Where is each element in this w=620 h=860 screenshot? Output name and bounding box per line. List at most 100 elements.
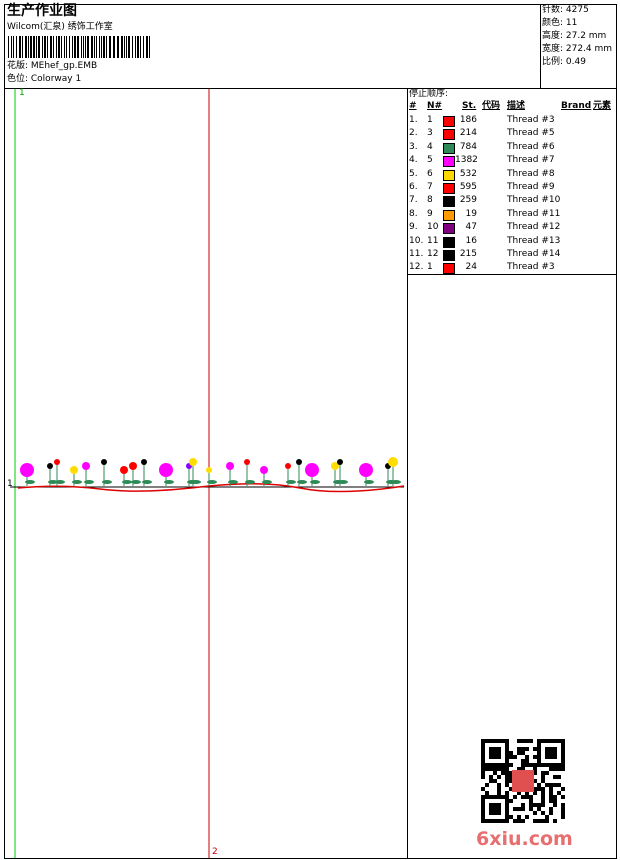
needle: 6 — [427, 168, 433, 179]
description: Thread #12 — [507, 222, 561, 233]
qr-module — [505, 767, 509, 771]
flower — [337, 459, 343, 465]
column-header: 元素 — [593, 101, 612, 111]
color-swatch — [443, 142, 455, 154]
color-swatch — [443, 129, 455, 141]
bar-stripe — [149, 36, 150, 58]
qr-module — [505, 743, 509, 747]
qr-module — [545, 819, 549, 823]
marker: 1 — [7, 479, 13, 489]
qr-module — [489, 811, 493, 815]
qr-module — [497, 811, 501, 815]
qr-module — [513, 795, 517, 799]
order: 8. — [409, 208, 418, 219]
barcode — [8, 36, 150, 58]
colorway: 色位: Colorway 1 — [7, 74, 82, 84]
qr-module — [509, 787, 513, 791]
qr-module — [549, 795, 553, 799]
qr-module — [561, 763, 565, 767]
qr-module — [521, 747, 525, 751]
info-line: 宽度: 272.4 mm — [542, 44, 613, 54]
stitches: 532 — [459, 168, 477, 179]
qr-module — [549, 755, 553, 759]
qr-module — [497, 763, 501, 767]
qr-module — [509, 755, 513, 759]
qr-module — [493, 739, 497, 743]
bar-stripe — [33, 36, 35, 58]
flower — [305, 463, 319, 477]
qr-module — [481, 819, 485, 823]
qr-module — [497, 755, 501, 759]
marker: 2 — [212, 847, 218, 857]
qr-module — [489, 739, 493, 743]
qr-module — [521, 807, 525, 811]
qr-module — [485, 795, 489, 799]
qr-module — [553, 775, 557, 779]
stitches: 19 — [465, 208, 477, 219]
bar-stripe — [87, 36, 89, 58]
qr-module — [557, 767, 561, 771]
qr-module — [513, 819, 517, 823]
order: 11. — [409, 249, 424, 259]
qr-module — [517, 747, 521, 751]
flower — [129, 462, 137, 470]
qr-module — [541, 811, 545, 815]
qr-module — [541, 791, 545, 795]
qr-module — [549, 763, 553, 767]
qr-module — [545, 763, 549, 767]
divider — [4, 88, 617, 89]
qr-module — [481, 787, 485, 791]
qr-module — [505, 783, 509, 787]
qr-module — [521, 803, 525, 807]
qr-module — [541, 787, 545, 791]
qr-module — [481, 763, 485, 767]
color-swatch — [443, 209, 455, 221]
column-header: 代码 — [482, 101, 501, 111]
bar-stripe — [99, 36, 100, 58]
qr-module — [493, 755, 497, 759]
qr-module — [537, 747, 541, 751]
leaf — [72, 480, 82, 484]
qr-module — [537, 743, 541, 747]
qr-module — [561, 807, 565, 811]
bar-stripe — [19, 36, 21, 58]
needle: 10 — [427, 222, 439, 233]
qr-module — [489, 767, 493, 771]
leaf — [364, 480, 374, 484]
qr-module — [497, 739, 501, 743]
order: 4. — [409, 155, 418, 166]
order: 9. — [409, 222, 418, 233]
qr-module — [481, 815, 485, 819]
bar-stripe — [42, 36, 43, 58]
qr-module — [501, 763, 505, 767]
bar-stripe — [106, 36, 107, 58]
qr-module — [501, 771, 505, 775]
qr-module — [553, 799, 557, 803]
qr-module — [505, 739, 509, 743]
description: Thread #9 — [507, 182, 555, 192]
qr-module — [493, 795, 497, 799]
qr-module — [525, 791, 529, 795]
qr-module — [553, 747, 557, 751]
border — [4, 4, 617, 5]
qr-module — [533, 811, 537, 815]
qr-module — [505, 815, 509, 819]
bar-stripe — [140, 36, 141, 58]
stitch-line — [17, 482, 405, 493]
description: Thread #5 — [507, 128, 555, 139]
leaf — [262, 480, 272, 484]
order: 1. — [409, 115, 418, 125]
qr-module — [537, 759, 541, 763]
divider — [407, 274, 617, 275]
qr-module — [537, 755, 541, 759]
qr-module — [541, 779, 545, 783]
qr-module — [521, 751, 525, 755]
qr-module — [509, 751, 513, 755]
color-swatch — [443, 169, 455, 181]
qr-module — [529, 795, 533, 799]
bar-stripe — [50, 36, 52, 58]
qr-module — [557, 763, 561, 767]
leaf — [338, 480, 348, 484]
qr-module — [549, 767, 553, 771]
qr-module — [497, 767, 501, 771]
